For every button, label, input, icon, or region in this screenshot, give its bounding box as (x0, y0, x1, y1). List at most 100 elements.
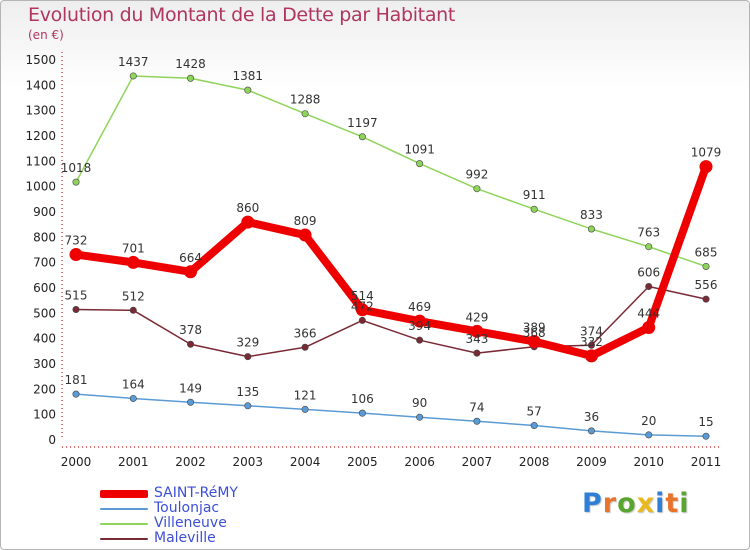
data-label: 763 (637, 226, 660, 240)
x-tick-label: 2002 (175, 455, 206, 469)
data-label: 36 (584, 410, 599, 424)
data-label: 512 (122, 289, 145, 303)
x-tick-label: 2011 (691, 455, 722, 469)
y-tick-label: 1400 (25, 78, 56, 92)
data-label: 664 (179, 251, 202, 265)
data-point (645, 282, 653, 290)
data-point (416, 160, 424, 168)
data-label: 1381 (233, 69, 264, 83)
data-point (702, 295, 710, 303)
data-point (587, 341, 595, 349)
logo-letter: r (602, 488, 618, 519)
data-point (184, 265, 198, 279)
data-label: 164 (122, 377, 145, 391)
data-label: 833 (580, 208, 603, 222)
axes: 0 100 200 300 400 500 600 700 800 900 1000 1100 1200… (25, 52, 722, 469)
data-point (355, 303, 369, 317)
data-label: 378 (179, 323, 202, 337)
data-label: 57 (527, 405, 542, 419)
legend-label: Maleville (154, 530, 216, 546)
data-label: 429 (465, 310, 488, 324)
data-point (702, 432, 710, 440)
data-label: 685 (695, 245, 718, 259)
data-point (72, 390, 80, 398)
y-tick-label: 1200 (25, 129, 56, 143)
data-point (126, 255, 140, 269)
proxiti-logo: Proxiti (582, 488, 690, 519)
data-point (530, 205, 538, 213)
data-label: 135 (236, 385, 259, 399)
data-label: 860 (236, 201, 259, 215)
data-label: 90 (412, 396, 427, 410)
data-point (358, 409, 366, 417)
data-point (473, 417, 481, 425)
data-label: 556 (695, 278, 718, 292)
data-label: 374 (580, 324, 603, 338)
data-point (416, 413, 424, 421)
data-point (72, 306, 80, 314)
data-label: 732 (65, 234, 88, 248)
y-tick-label: 900 (33, 205, 56, 219)
legend-swatch (100, 523, 148, 525)
data-label: 911 (523, 188, 546, 202)
logo-letter: i (655, 488, 666, 519)
data-label: 1437 (118, 55, 149, 69)
data-label: 514 (351, 289, 374, 303)
data-label: 472 (351, 299, 374, 313)
legend-swatch (100, 508, 148, 510)
chart-title: Evolution du Montant de la Dette par Hab… (28, 4, 456, 26)
data-label: 332 (580, 335, 603, 349)
logo-letter: P (582, 488, 603, 519)
chart-subtitle: (en €) (28, 28, 64, 42)
data-point (358, 316, 366, 324)
data-label: 181 (65, 373, 88, 387)
data-label: 343 (465, 332, 488, 346)
legend-label: Toulonjac (154, 500, 220, 516)
data-label: 74 (469, 400, 484, 414)
data-label: 1288 (290, 93, 321, 107)
data-point (129, 394, 137, 402)
data-point (702, 262, 710, 270)
data-label: 106 (351, 392, 374, 406)
data-point (301, 110, 309, 118)
x-tick-label: 2001 (118, 455, 149, 469)
logo-letter: x (636, 488, 656, 519)
x-tick-label: 2000 (61, 455, 92, 469)
series-line (75, 285, 707, 358)
x-tick-label: 2009 (576, 455, 607, 469)
data-label: 701 (122, 241, 145, 255)
data-label: 368 (523, 326, 546, 340)
data-point (244, 353, 252, 361)
data-label: 1079 (691, 146, 722, 160)
data-label: 809 (294, 214, 317, 228)
data-label: 1197 (347, 116, 378, 130)
series-points (69, 72, 713, 440)
data-point (642, 321, 656, 335)
logo-letter: i (679, 488, 690, 519)
logo-letter: o (617, 488, 637, 519)
data-point (587, 225, 595, 233)
data-label: 444 (637, 307, 660, 321)
logo-letter: t (665, 488, 680, 519)
x-tick-label: 2006 (404, 455, 435, 469)
y-tick-label: 800 (33, 230, 56, 244)
y-tick-label: 600 (33, 281, 56, 295)
series-lines (72, 75, 710, 437)
y-tick-label: 200 (33, 382, 56, 396)
data-label: 389 (523, 320, 546, 334)
data-point (244, 86, 252, 94)
data-point (413, 314, 427, 328)
legend-item: Maleville (100, 530, 300, 546)
y-tick-label: 1100 (25, 154, 56, 168)
x-tick-label: 2003 (233, 455, 264, 469)
legend-label: Villeneuve (154, 515, 227, 531)
data-point (187, 74, 195, 82)
y-tick-label: 400 (33, 332, 56, 346)
data-point (587, 427, 595, 435)
data-point (298, 228, 312, 242)
data-point (584, 349, 598, 363)
series-line (75, 75, 707, 268)
data-point (358, 133, 366, 141)
data-labels: 732 701 664 860 809 514 469 429 389 332 444 1079 181… (61, 55, 722, 429)
